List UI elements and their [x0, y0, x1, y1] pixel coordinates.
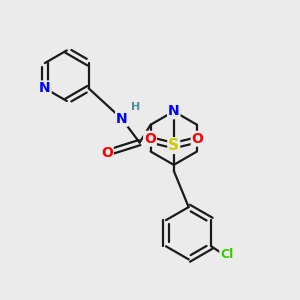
Text: H: H	[131, 103, 140, 112]
Text: N: N	[39, 81, 51, 95]
Text: N: N	[168, 104, 180, 118]
Text: N: N	[116, 112, 128, 126]
Text: O: O	[101, 146, 113, 160]
Text: S: S	[168, 138, 179, 153]
Text: O: O	[192, 132, 203, 146]
Text: Cl: Cl	[220, 248, 233, 261]
Text: O: O	[144, 132, 156, 146]
